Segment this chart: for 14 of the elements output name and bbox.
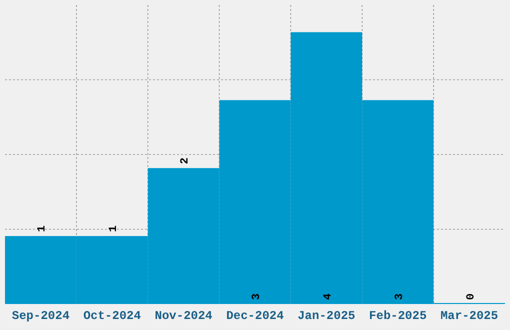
x-tick-label: Sep-2024	[12, 309, 70, 323]
data-label: 1	[108, 225, 120, 232]
x-tick-label: Jan-2025	[298, 309, 356, 323]
data-label: 3	[251, 293, 263, 300]
data-label: 4	[322, 293, 334, 300]
x-tick-label: Mar-2025	[440, 309, 498, 323]
x-tick-label: Nov-2024	[154, 309, 212, 323]
x-tick-label: Feb-2025	[369, 309, 427, 323]
x-tick-label: Oct-2024	[83, 309, 141, 323]
data-label: 1	[36, 225, 49, 232]
data-label: 0	[465, 293, 478, 300]
data-label: 3	[394, 293, 406, 300]
data-label: 2	[180, 157, 192, 164]
x-tick-label: Dec-2024	[226, 309, 284, 323]
